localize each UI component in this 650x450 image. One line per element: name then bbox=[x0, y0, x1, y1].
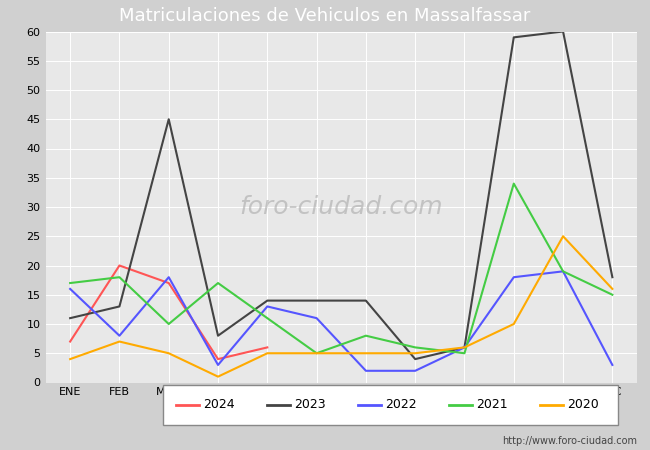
2023 bbox=[165, 117, 173, 122]
2020 bbox=[214, 374, 222, 379]
2021 bbox=[362, 333, 370, 338]
2022 bbox=[461, 345, 469, 350]
2023 bbox=[362, 298, 370, 303]
2020 bbox=[66, 356, 74, 362]
2022 bbox=[66, 286, 74, 292]
Text: 2024: 2024 bbox=[203, 399, 235, 411]
2024 bbox=[116, 263, 124, 268]
2020 bbox=[165, 351, 173, 356]
2021 bbox=[510, 181, 517, 186]
2021 bbox=[66, 280, 74, 286]
2023 bbox=[608, 274, 616, 280]
2022 bbox=[411, 368, 419, 373]
2022 bbox=[362, 368, 370, 373]
2023 bbox=[214, 333, 222, 338]
2023 bbox=[116, 304, 124, 309]
2023 bbox=[313, 298, 320, 303]
Text: http://www.foro-ciudad.com: http://www.foro-ciudad.com bbox=[502, 436, 637, 446]
Line: 2022: 2022 bbox=[70, 271, 612, 371]
2022 bbox=[165, 274, 173, 280]
Line: 2020: 2020 bbox=[70, 236, 612, 377]
2022 bbox=[263, 304, 271, 309]
Line: 2021: 2021 bbox=[70, 184, 612, 353]
2023 bbox=[559, 29, 567, 34]
2021 bbox=[461, 351, 469, 356]
2022 bbox=[510, 274, 517, 280]
2020 bbox=[362, 351, 370, 356]
2022 bbox=[559, 269, 567, 274]
2022 bbox=[116, 333, 124, 338]
2021 bbox=[165, 321, 173, 327]
2023 bbox=[66, 315, 74, 321]
Text: 2022: 2022 bbox=[385, 399, 417, 411]
2022 bbox=[313, 315, 320, 321]
2022 bbox=[214, 362, 222, 368]
2021 bbox=[313, 351, 320, 356]
2020 bbox=[461, 345, 469, 350]
2023 bbox=[411, 356, 419, 362]
2021 bbox=[116, 274, 124, 280]
2020 bbox=[116, 339, 124, 344]
2024 bbox=[165, 280, 173, 286]
2023 bbox=[263, 298, 271, 303]
2024 bbox=[263, 345, 271, 350]
2021 bbox=[411, 345, 419, 350]
2024 bbox=[214, 356, 222, 362]
2020 bbox=[559, 234, 567, 239]
Text: Matriculaciones de Vehiculos en Massalfassar: Matriculaciones de Vehiculos en Massalfa… bbox=[120, 7, 530, 25]
Line: 2023: 2023 bbox=[70, 32, 612, 359]
Text: foro-ciudad.com: foro-ciudad.com bbox=[239, 195, 443, 219]
2020 bbox=[313, 351, 320, 356]
2020 bbox=[608, 286, 616, 292]
Text: 2023: 2023 bbox=[294, 399, 326, 411]
2021 bbox=[608, 292, 616, 297]
2021 bbox=[214, 280, 222, 286]
2020 bbox=[510, 321, 517, 327]
2023 bbox=[510, 35, 517, 40]
Line: 2024: 2024 bbox=[70, 266, 267, 359]
Text: 2021: 2021 bbox=[476, 399, 508, 411]
2023 bbox=[461, 345, 469, 350]
2021 bbox=[559, 269, 567, 274]
2020 bbox=[411, 351, 419, 356]
2024 bbox=[66, 339, 74, 344]
2021 bbox=[263, 315, 271, 321]
2022 bbox=[608, 362, 616, 368]
Text: 2020: 2020 bbox=[567, 399, 599, 411]
FancyBboxPatch shape bbox=[162, 385, 618, 425]
2020 bbox=[263, 351, 271, 356]
